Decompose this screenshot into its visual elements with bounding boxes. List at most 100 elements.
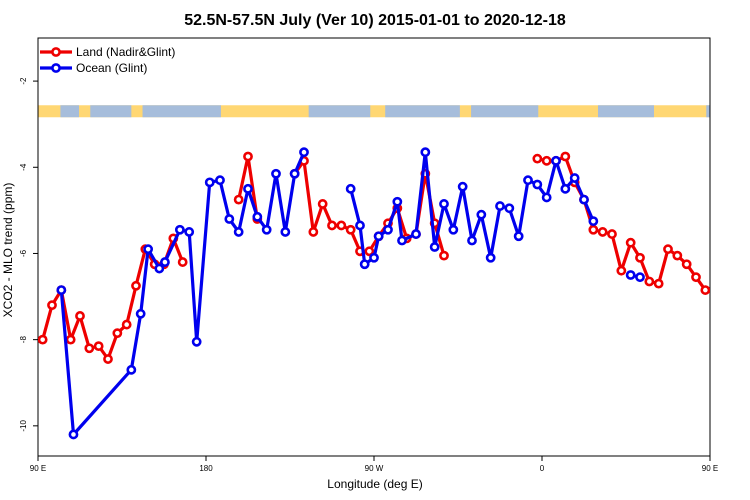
- data-point: [271, 168, 281, 179]
- data-point: [135, 308, 146, 319]
- data-point: [224, 214, 235, 224]
- series-line: [41, 236, 185, 361]
- data-point: [532, 179, 543, 190]
- data-point: [233, 227, 244, 237]
- strip-ocean: [385, 105, 460, 118]
- data-point: [607, 229, 617, 239]
- data-point: [345, 224, 356, 235]
- series-line: [349, 150, 595, 266]
- data-point: [308, 227, 319, 237]
- y-tick-label: -6: [19, 249, 28, 257]
- data-point: [383, 224, 393, 235]
- data-point: [560, 151, 571, 162]
- data-point: [644, 276, 655, 287]
- strip-ocean: [142, 105, 221, 118]
- data-point: [532, 153, 543, 164]
- data-point: [625, 237, 636, 248]
- legend-label: Ocean (Glint): [76, 61, 147, 75]
- data-point: [616, 265, 627, 276]
- data-point: [485, 252, 496, 263]
- data-point: [691, 272, 701, 283]
- series-line: [59, 151, 306, 437]
- land-sea-strip: [38, 105, 710, 118]
- data-point: [411, 229, 421, 239]
- data-point: [143, 244, 154, 255]
- data-point: [476, 209, 487, 220]
- data-point: [513, 231, 524, 242]
- chart-title: 52.5N-57.5N July (Ver 10) 2015-01-01 to …: [184, 12, 566, 29]
- x-axis-label: Longitude (deg E): [327, 477, 422, 491]
- data-point: [191, 336, 202, 347]
- data-point: [243, 151, 253, 162]
- data-point: [233, 194, 244, 205]
- data-point: [289, 168, 300, 179]
- data-point: [177, 257, 188, 267]
- data-point: [204, 177, 215, 188]
- data-point: [672, 250, 683, 261]
- data-point: [709, 290, 710, 294]
- data-point: [397, 235, 407, 246]
- data-point: [280, 227, 291, 237]
- data-point: [160, 257, 170, 267]
- plot-frame: [37, 37, 711, 457]
- strip-ocean: [471, 105, 539, 118]
- y-tick-label: -8: [19, 336, 28, 344]
- series-1: [56, 147, 645, 440]
- data-point: [560, 183, 571, 194]
- data-point: [126, 364, 137, 375]
- data-point: [112, 328, 123, 339]
- data-point: [653, 278, 664, 289]
- y-axis-label: XCO2 - MLO trend (ppm): [1, 183, 15, 318]
- legend: Land (Nadir&Glint) Ocean (Glint): [40, 45, 175, 75]
- series-layer: [38, 147, 746, 440]
- data-point: [663, 244, 673, 255]
- data-point: [261, 224, 272, 235]
- data-point: [154, 263, 165, 274]
- data-point: [317, 199, 328, 209]
- axes: 90 E 180 90 W 0 90 E -2 -4 -6 -8 -10: [19, 77, 718, 473]
- strip-ocean: [60, 105, 80, 118]
- data-point: [495, 201, 505, 211]
- data-point: [625, 270, 636, 280]
- data-point: [68, 429, 79, 440]
- data-point: [439, 199, 449, 209]
- data-point: [439, 250, 449, 261]
- data-point: [174, 224, 185, 235]
- data-point: [215, 175, 225, 186]
- data-point: [739, 302, 746, 309]
- data-point: [588, 216, 599, 227]
- data-point: [635, 272, 645, 283]
- data-point: [392, 196, 403, 207]
- data-point: [597, 227, 608, 237]
- data-point: [579, 194, 589, 205]
- data-point: [588, 224, 599, 235]
- data-point: [56, 285, 67, 295]
- data-point: [720, 282, 727, 289]
- legend-label: Land (Nadir&Glint): [76, 45, 175, 59]
- data-point: [373, 231, 384, 242]
- strip-ocean: [706, 105, 710, 118]
- data-point: [635, 252, 645, 263]
- data-point: [336, 220, 347, 231]
- data-point: [84, 343, 95, 354]
- data-point: [359, 259, 370, 270]
- data-point: [700, 285, 710, 295]
- data-point: [364, 246, 375, 257]
- x-tick-label: 0: [540, 464, 545, 473]
- data-point: [420, 147, 431, 158]
- data-point: [243, 183, 253, 194]
- y-tick-label: -2: [19, 77, 28, 85]
- data-point: [38, 334, 48, 345]
- x-tick-label: 180: [199, 464, 213, 473]
- data-point: [681, 259, 692, 270]
- data-point: [103, 354, 113, 364]
- data-point: [75, 311, 85, 321]
- data-point: [131, 280, 141, 291]
- x-tick-label: 90 W: [365, 464, 384, 473]
- data-point: [448, 224, 459, 235]
- data-point: [730, 336, 737, 343]
- strip-ocean: [598, 105, 654, 118]
- data-point: [355, 220, 365, 231]
- data-point: [121, 319, 132, 330]
- strip-ocean: [90, 105, 132, 118]
